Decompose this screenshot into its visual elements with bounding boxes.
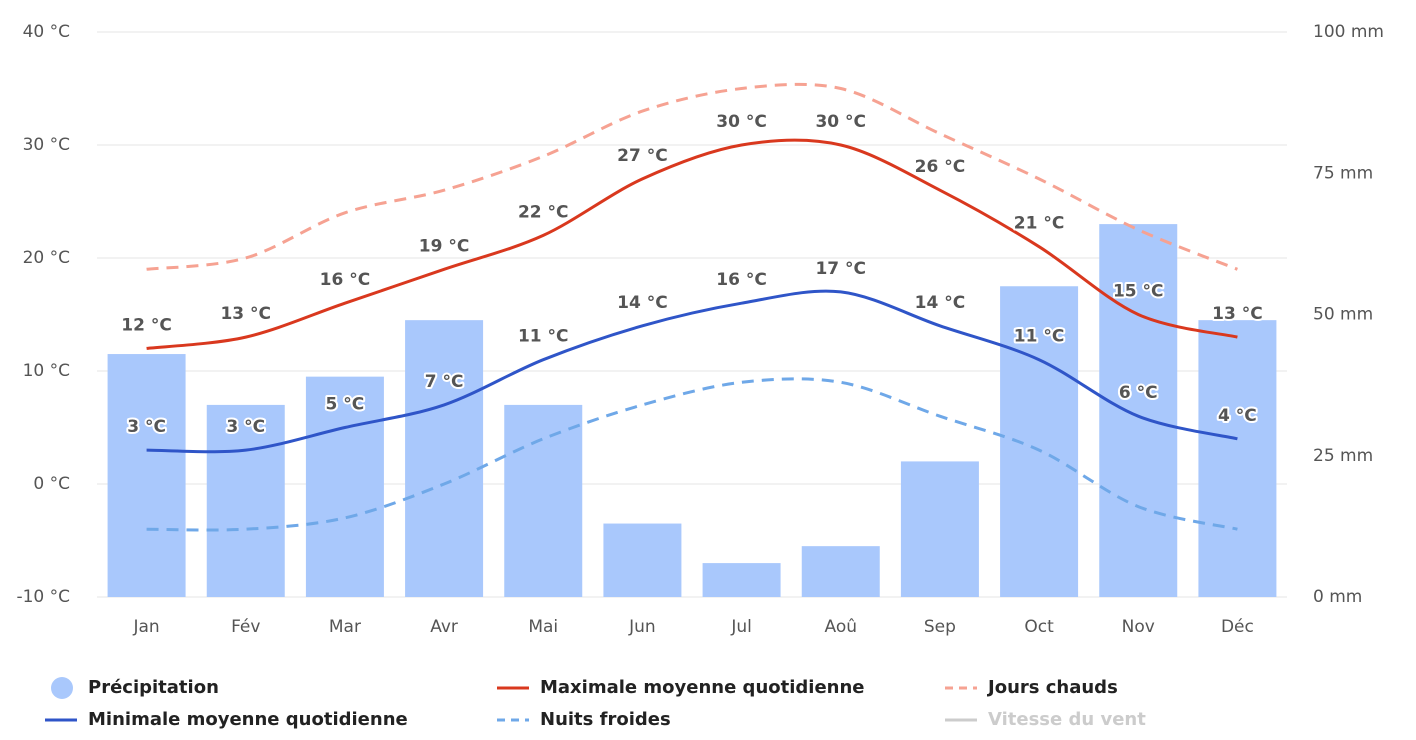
x-tick-label: Avr [430, 617, 458, 637]
precipitation-bar [107, 354, 186, 597]
data-label: 14 °C [617, 293, 668, 313]
y-tick-label: 0 °C [33, 474, 70, 494]
y-tick-label: 30 °C [23, 135, 70, 155]
legend-label: Vitesse du vent [988, 709, 1146, 730]
precipitation-bar [1198, 320, 1277, 597]
precipitation-bar [206, 404, 285, 597]
legend-label: Nuits froides [540, 709, 671, 730]
data-label: 6 °C [1119, 383, 1158, 403]
y2-tick-label: 0 mm [1313, 587, 1362, 607]
legend-marker [51, 677, 73, 699]
data-label: 14 °C [915, 293, 966, 313]
x-tick-label: Aoû [824, 617, 857, 637]
precipitation-bar [702, 563, 781, 597]
data-label: 17 °C [815, 259, 866, 279]
data-label: 16 °C [320, 270, 371, 290]
x-tick-label: Mai [528, 617, 558, 637]
data-label: 30 °C [815, 112, 866, 132]
precipitation-bar [603, 523, 682, 597]
data-label: 5 °C [326, 395, 365, 415]
x-tick-label: Jul [730, 617, 752, 637]
dashed-line [146, 82, 1238, 271]
legend-label: Minimale moyenne quotidienne [88, 709, 408, 730]
data-label: 22 °C [518, 202, 569, 222]
data-label: 13 °C [220, 304, 271, 324]
data-label: 7 °C [425, 372, 464, 392]
precipitation-bar [900, 461, 979, 597]
data-label: 21 °C [1014, 214, 1065, 234]
precipitation-bar [405, 320, 484, 597]
line [146, 138, 1238, 350]
x-tick-label: Déc [1221, 617, 1254, 637]
x-tick-label: Oct [1024, 617, 1054, 637]
precipitation-bar [801, 546, 880, 597]
y2-tick-label: 100 mm [1313, 22, 1384, 42]
x-tick-label: Mar [329, 617, 361, 637]
x-tick-label: Jun [628, 617, 656, 637]
data-label: 12 °C [121, 315, 172, 335]
x-tick-label: Fév [231, 617, 260, 637]
data-label: 15 °C [1113, 282, 1164, 302]
legend-label: Maximale moyenne quotidienne [540, 677, 865, 698]
data-label: 19 °C [419, 236, 470, 256]
precipitation-bar [504, 404, 583, 597]
data-label: 3 °C [127, 417, 166, 437]
data-label: 4 °C [1218, 406, 1257, 426]
data-label: 27 °C [617, 146, 668, 166]
x-tick-label: Sep [924, 617, 956, 637]
precipitation-bar [1000, 286, 1079, 597]
y-tick-label: 10 °C [23, 361, 70, 381]
data-label: 30 °C [716, 112, 767, 132]
x-tick-label: Nov [1122, 617, 1155, 637]
dashed-line [146, 377, 1238, 532]
y2-tick-label: 75 mm [1313, 163, 1373, 183]
y2-tick-label: 50 mm [1313, 305, 1373, 325]
data-label: 26 °C [915, 157, 966, 177]
data-label: 16 °C [716, 270, 767, 290]
y-tick-label: 20 °C [23, 248, 70, 268]
data-label: 11 °C [518, 327, 569, 347]
y-tick-label: -10 °C [16, 587, 70, 607]
y2-tick-label: 25 mm [1313, 446, 1373, 466]
x-tick-label: Jan [132, 617, 159, 637]
line [146, 289, 1238, 454]
data-label: 3 °C [226, 417, 265, 437]
legend-label: Jours chauds [986, 677, 1118, 698]
legend-label: Précipitation [88, 677, 219, 698]
y-tick-label: 40 °C [23, 22, 70, 42]
data-label: 13 °C [1212, 304, 1263, 324]
precipitation-bar [305, 376, 384, 597]
precipitation-bar [1099, 224, 1178, 597]
data-label: 11 °C [1014, 327, 1065, 347]
